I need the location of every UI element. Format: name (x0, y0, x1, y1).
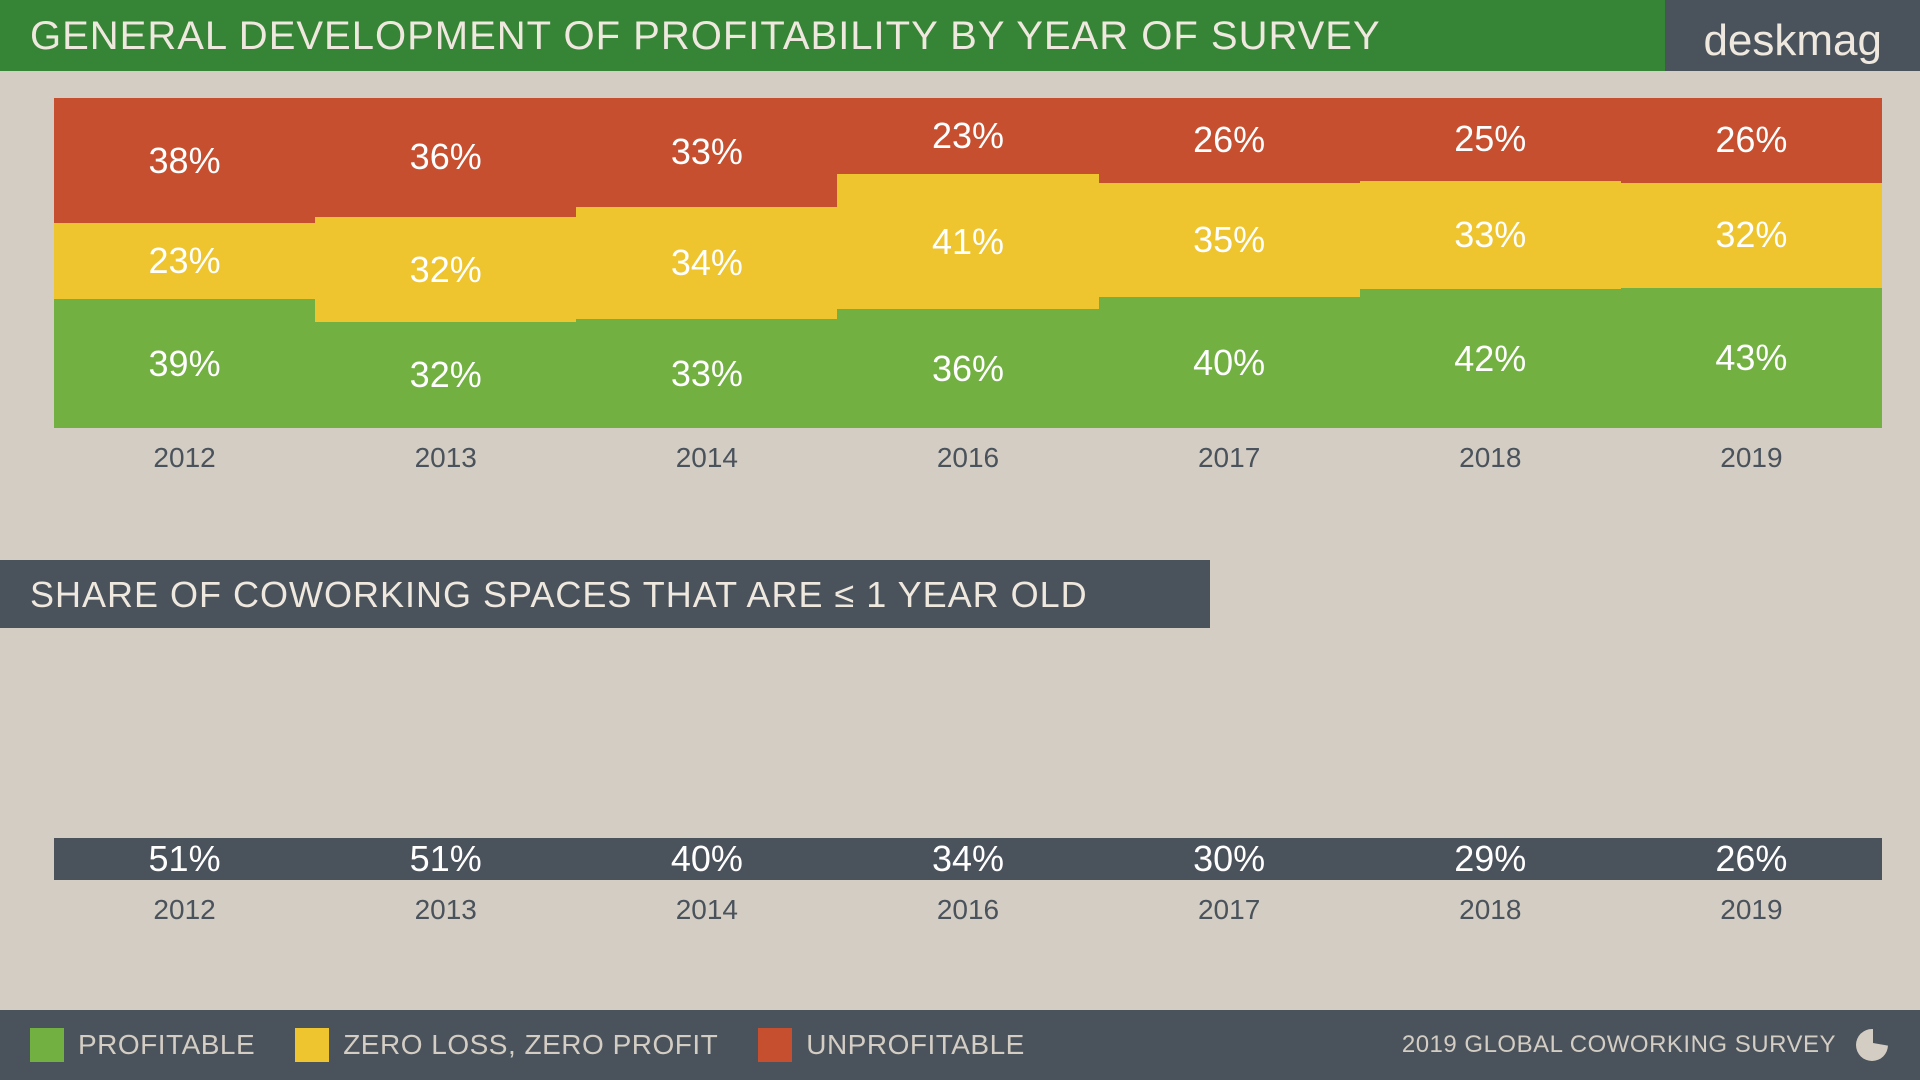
legend-item: ZERO LOSS, ZERO PROFIT (295, 1028, 718, 1062)
profitability-stacked-chart: 39%23%38%32%32%36%33%34%33%36%41%23%40%3… (54, 98, 1882, 478)
x-axis-label: 2018 (1360, 894, 1621, 926)
brand-logo: deskmag (1665, 0, 1920, 71)
segment-profitable: 43% (1621, 288, 1882, 429)
segment-zero: 35% (1099, 183, 1360, 297)
chart2-x-axis: 2012201320142016201720182019 (54, 894, 1882, 926)
x-axis-label: 2017 (1099, 894, 1360, 926)
legend-swatch (295, 1028, 329, 1062)
segment-unprofitable: 26% (1621, 98, 1882, 183)
subtitle-bar: SHARE OF COWORKING SPACES THAT ARE ≤ 1 Y… (0, 560, 1210, 628)
bar-column: 34% (837, 838, 1098, 880)
footer: PROFITABLE ZERO LOSS, ZERO PROFIT UNPROFIT… (0, 1010, 1920, 1080)
legend-label: UNPROFITABLE (806, 1029, 1025, 1061)
segment-unprofitable: 26% (1099, 98, 1360, 183)
bar: 34% (837, 838, 1098, 880)
segment-profitable: 32% (315, 322, 576, 428)
segment-unprofitable: 33% (576, 98, 837, 207)
stacked-column: 36%41%23% (837, 98, 1098, 428)
segment-zero: 34% (576, 207, 837, 319)
segment-unprofitable: 36% (315, 98, 576, 217)
pie-chart-icon (1854, 1027, 1890, 1063)
segment-profitable: 40% (1099, 297, 1360, 428)
x-axis-label: 2013 (315, 442, 576, 474)
page: GENERAL DEVELOPMENT OF PROFITABILITY BY … (0, 0, 1920, 1080)
bar-column: 26% (1621, 838, 1882, 880)
segment-profitable: 33% (576, 319, 837, 428)
bar-column: 29% (1360, 838, 1621, 880)
x-axis-label: 2016 (837, 894, 1098, 926)
bar-column: 30% (1099, 838, 1360, 880)
stacked-column: 39%23%38% (54, 98, 315, 428)
bar-column: 51% (315, 838, 576, 880)
segment-zero: 32% (1621, 183, 1882, 288)
segment-unprofitable: 25% (1360, 98, 1621, 181)
legend: PROFITABLE ZERO LOSS, ZERO PROFIT UNPROFIT… (30, 1028, 1025, 1062)
stacked-column: 33%34%33% (576, 98, 837, 428)
x-axis-label: 2019 (1621, 894, 1882, 926)
stacked-columns: 39%23%38%32%32%36%33%34%33%36%41%23%40%3… (54, 98, 1882, 428)
segment-zero: 33% (1360, 181, 1621, 290)
brand-text-thin: desk (1703, 16, 1796, 66)
bar: 30% (1099, 838, 1360, 880)
x-axis-label: 2012 (54, 442, 315, 474)
segment-unprofitable: 38% (54, 98, 315, 223)
bar: 51% (315, 838, 576, 880)
page-title: GENERAL DEVELOPMENT OF PROFITABILITY BY … (0, 0, 1665, 71)
x-axis-label: 2013 (315, 894, 576, 926)
share-young-spaces-chart: 51%51%40%34%30%29%26% 201220132014201620… (54, 680, 1882, 940)
footer-caption: 2019 GLOBAL COWORKING SURVEY (1402, 1027, 1890, 1063)
x-axis-label: 2017 (1099, 442, 1360, 474)
stacked-column: 43%32%26% (1621, 98, 1882, 428)
bar: 51% (54, 838, 315, 880)
stacked-column: 32%32%36% (315, 98, 576, 428)
segment-zero: 23% (54, 223, 315, 299)
bar: 29% (1360, 838, 1621, 880)
stacked-column: 40%35%26% (1099, 98, 1360, 428)
x-axis-label: 2014 (576, 894, 837, 926)
x-axis-label: 2016 (837, 442, 1098, 474)
stacked-column: 42%33%25% (1360, 98, 1621, 428)
bar-columns: 51%51%40%34%30%29%26% (54, 680, 1882, 880)
x-axis-label: 2019 (1621, 442, 1882, 474)
chart1-x-axis: 2012201320142016201720182019 (54, 442, 1882, 474)
x-axis-label: 2014 (576, 442, 837, 474)
x-axis-label: 2018 (1360, 442, 1621, 474)
brand-text-bold: mag (1796, 16, 1882, 66)
bar-column: 51% (54, 838, 315, 880)
footer-caption-text: 2019 GLOBAL COWORKING SURVEY (1402, 1031, 1836, 1059)
header: GENERAL DEVELOPMENT OF PROFITABILITY BY … (0, 0, 1920, 71)
segment-profitable: 36% (837, 309, 1098, 428)
legend-item: PROFITABLE (30, 1028, 255, 1062)
legend-label: ZERO LOSS, ZERO PROFIT (343, 1029, 718, 1061)
legend-label: PROFITABLE (78, 1029, 255, 1061)
segment-unprofitable: 23% (837, 98, 1098, 174)
segment-zero: 32% (315, 217, 576, 323)
bar: 26% (1621, 838, 1882, 880)
legend-swatch (30, 1028, 64, 1062)
segment-zero: 41% (837, 174, 1098, 309)
bar: 40% (576, 838, 837, 880)
segment-profitable: 39% (54, 299, 315, 428)
legend-item: UNPROFITABLE (758, 1028, 1025, 1062)
bar-column: 40% (576, 838, 837, 880)
legend-swatch (758, 1028, 792, 1062)
segment-profitable: 42% (1360, 289, 1621, 428)
x-axis-label: 2012 (54, 894, 315, 926)
